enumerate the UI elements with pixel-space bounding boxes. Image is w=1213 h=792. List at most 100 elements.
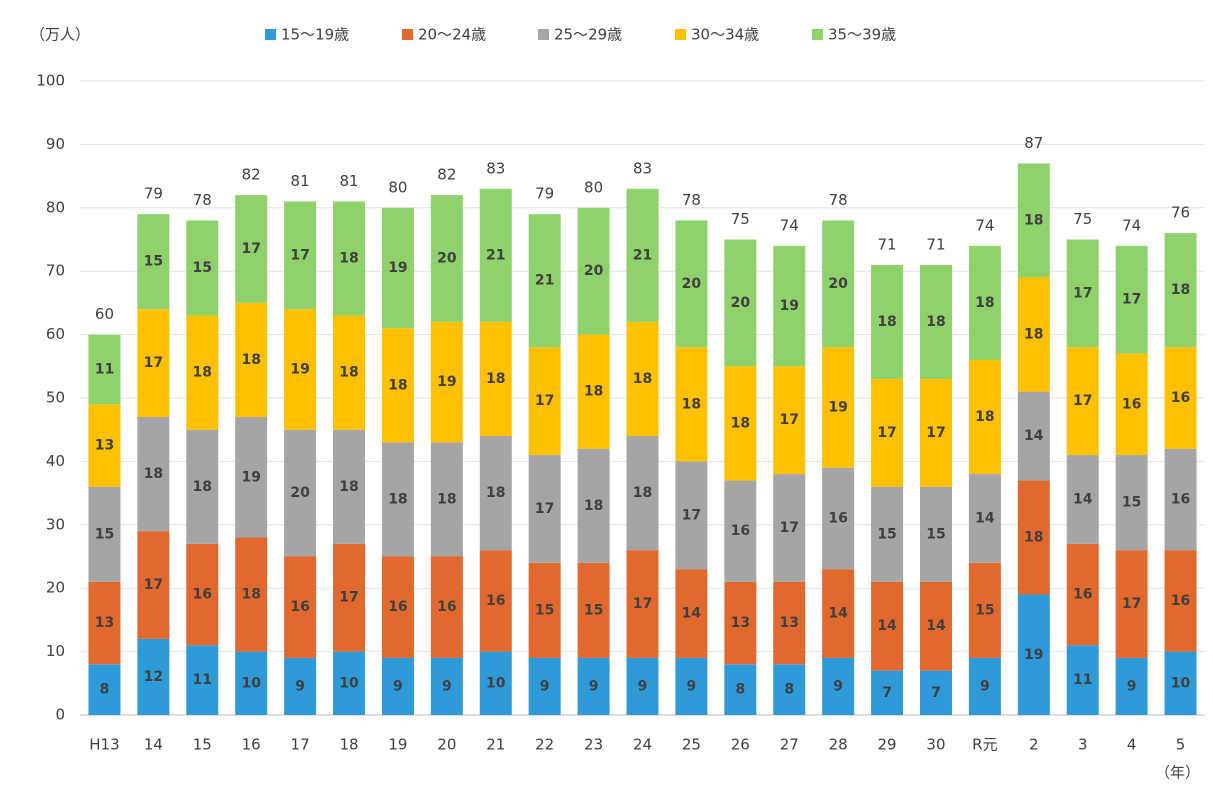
bar-segment xyxy=(1115,353,1148,456)
bar-segment xyxy=(430,657,463,715)
segment-label: 17 xyxy=(1073,393,1092,409)
bar-segment xyxy=(675,347,708,462)
segment-label: 17 xyxy=(1122,596,1141,612)
bar-segment xyxy=(1017,480,1050,595)
x-tick-label: 17 xyxy=(291,736,310,754)
segment-label: 8 xyxy=(784,682,794,698)
bar-segment xyxy=(1164,651,1197,715)
segment-label: 18 xyxy=(193,365,212,381)
segment-label: 18 xyxy=(388,491,407,507)
bar-segment xyxy=(919,264,952,379)
bar-segment xyxy=(626,436,659,551)
total-label: 78 xyxy=(682,191,701,209)
bar-segment xyxy=(1115,245,1148,354)
segment-label: 11 xyxy=(95,361,114,377)
segment-label: 15 xyxy=(975,602,994,618)
bar-segment xyxy=(773,366,806,475)
segment-label: 12 xyxy=(144,669,163,685)
segment-label: 14 xyxy=(1024,428,1044,444)
x-tick-label: 23 xyxy=(584,736,603,754)
segment-label: 18 xyxy=(388,377,407,393)
y-tick-label: 60 xyxy=(46,325,65,343)
bar-segment xyxy=(822,657,855,715)
total-label: 71 xyxy=(926,235,945,253)
segment-label: 16 xyxy=(486,593,505,609)
bar-segment xyxy=(88,404,121,487)
x-tick-label: 28 xyxy=(829,736,848,754)
bar-segment xyxy=(430,321,463,443)
bar-segment xyxy=(871,264,904,379)
bar-segment xyxy=(235,417,268,538)
bar-segment xyxy=(626,550,659,658)
bar-segment xyxy=(284,309,317,430)
bar-segment xyxy=(333,315,366,430)
bar-segment xyxy=(528,214,561,348)
segment-label: 15 xyxy=(1122,495,1141,511)
segment-label: 14 xyxy=(926,618,946,634)
bar-segment xyxy=(1017,277,1050,392)
y-tick-label: 100 xyxy=(36,72,65,90)
segment-label: 18 xyxy=(193,479,212,495)
segment-label: 8 xyxy=(100,682,110,698)
segment-label: 17 xyxy=(144,577,163,593)
x-tick-label: 22 xyxy=(535,736,554,754)
bar-segment xyxy=(381,328,414,443)
bar-segment xyxy=(1164,347,1197,449)
segment-label: 19 xyxy=(290,361,309,377)
bar-segment xyxy=(284,201,317,310)
segment-label: 18 xyxy=(682,396,701,412)
bar-segment xyxy=(186,645,219,715)
bar-segment xyxy=(773,245,806,367)
bar-segment xyxy=(1164,448,1197,551)
segment-label: 9 xyxy=(687,678,697,694)
total-label: 78 xyxy=(829,191,848,209)
bar-segment xyxy=(284,657,317,715)
bar-segment xyxy=(381,442,414,557)
bar-segment xyxy=(1066,239,1099,348)
y-tick-label: 80 xyxy=(46,198,65,216)
segment-label: 18 xyxy=(1171,282,1190,298)
segment-label: 11 xyxy=(1073,672,1092,688)
segment-label: 17 xyxy=(1122,292,1141,308)
segment-label: 16 xyxy=(193,587,212,603)
bar-segment xyxy=(871,670,904,715)
bar-segment xyxy=(88,334,121,405)
bar-segment xyxy=(1066,455,1099,544)
bar-segment xyxy=(381,556,414,658)
segment-label: 19 xyxy=(388,260,407,276)
bar-segment xyxy=(186,220,219,316)
bar-segment xyxy=(88,581,121,665)
bar-segment xyxy=(675,461,708,570)
bar-segment xyxy=(919,581,952,671)
bar-segment xyxy=(871,581,904,671)
segment-label: 16 xyxy=(1171,491,1190,507)
total-label: 75 xyxy=(1073,210,1092,228)
segment-label: 17 xyxy=(535,393,554,409)
segment-label: 21 xyxy=(633,247,652,263)
bar-segment xyxy=(577,207,610,335)
x-tick-label: 29 xyxy=(878,736,897,754)
bar-segment xyxy=(235,195,268,303)
bar-segment xyxy=(577,657,610,715)
segment-label: 16 xyxy=(290,599,309,615)
segment-label: 20 xyxy=(828,276,848,292)
bar-segment xyxy=(822,220,855,348)
total-label: 81 xyxy=(291,172,310,190)
bar-segment xyxy=(1115,550,1148,658)
segment-label: 18 xyxy=(339,479,358,495)
bar-segment xyxy=(137,417,170,532)
segment-label: 19 xyxy=(437,374,456,390)
bar-segment xyxy=(479,436,512,551)
bar-segment xyxy=(773,474,806,582)
x-tick-label: 5 xyxy=(1176,736,1186,754)
segment-label: 9 xyxy=(980,678,990,694)
bar-segment xyxy=(479,550,512,652)
legend-label: 30～34歳 xyxy=(691,26,759,44)
segment-label: 16 xyxy=(1171,390,1190,406)
bar-segment xyxy=(919,486,952,582)
segment-label: 14 xyxy=(828,606,848,622)
bar-segment xyxy=(626,321,659,437)
segment-label: 16 xyxy=(828,510,847,526)
bar-segment xyxy=(822,569,855,658)
